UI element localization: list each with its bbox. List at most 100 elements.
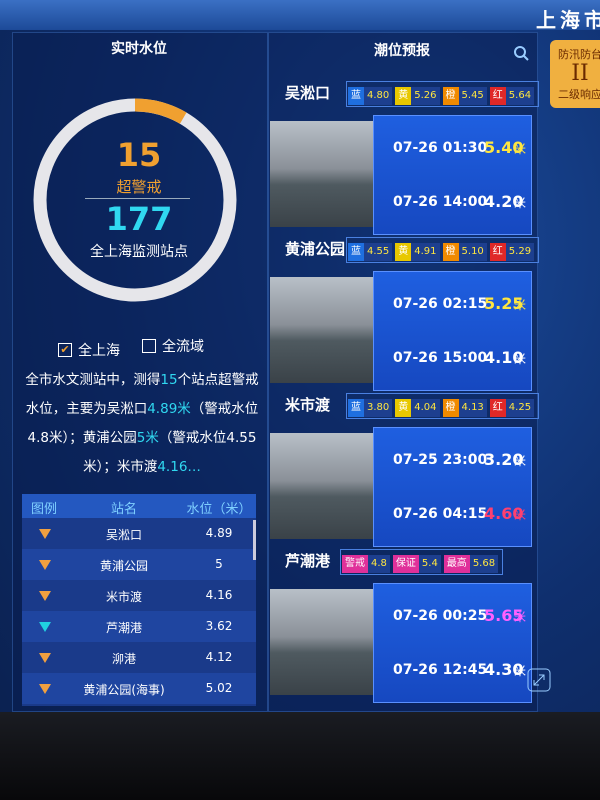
threshold-label: 保证 <box>392 555 419 573</box>
legend-triangle <box>39 591 51 601</box>
checkbox: ✔ <box>58 343 72 357</box>
gauge <box>33 98 237 302</box>
forecast-unit: 米 <box>514 454 527 468</box>
forecast-unit: 米 <box>514 196 527 210</box>
camera-feed <box>270 433 373 539</box>
threshold-value: 3.80 <box>364 399 393 417</box>
legend-icon <box>39 653 51 663</box>
threshold-label: 橙 <box>442 243 459 261</box>
forecast-time: 07-26 00:25 <box>393 608 488 624</box>
gauge-divider <box>85 198 190 199</box>
threshold: 警戒 4.8 <box>342 555 390 573</box>
station-name: 芦潮港 <box>105 621 142 635</box>
header-cell: 水位（米） <box>186 502 252 517</box>
search-icon[interactable] <box>512 44 530 62</box>
filter-option[interactable]: 全流域 <box>142 336 204 356</box>
forecast-unit: 米 <box>514 610 527 624</box>
threshold-value: 4.04 <box>411 399 440 417</box>
legend-icon <box>39 684 51 694</box>
legend-icon <box>39 591 51 601</box>
legend-icon <box>39 622 51 632</box>
camera-feed <box>270 277 373 383</box>
summary-text: 4.89米 <box>147 401 191 417</box>
legend-triangle <box>39 684 51 694</box>
forecast-time: 07-26 01:30 <box>393 140 488 156</box>
threshold-value: 5.45 <box>458 87 487 105</box>
threshold-label: 黄 <box>395 243 412 261</box>
threshold-row: 蓝 4.80 黄 5.26 橙 5.45 红 5.64 <box>346 81 540 107</box>
threshold: 蓝 3.80 <box>348 399 393 417</box>
forecast-time: 07-26 15:00 <box>393 350 488 366</box>
legend-icon <box>39 529 51 539</box>
legend-triangle <box>39 529 51 539</box>
threshold-label: 黄 <box>395 87 412 105</box>
station-level: 4.12 <box>205 650 233 664</box>
threshold: 黄 5.26 <box>395 87 440 105</box>
threshold-row: 蓝 4.55 黄 4.91 橙 5.10 红 5.29 <box>346 237 540 263</box>
station-name: 黄浦公园(海事) <box>83 683 165 697</box>
station-name: 吴淞口 <box>105 528 142 542</box>
forecast-box <box>373 427 532 547</box>
threshold: 橙 5.10 <box>442 243 487 261</box>
summary-text: 5米 <box>136 430 159 446</box>
station-title: 芦潮港 <box>285 552 331 570</box>
left-title: 实时水位 <box>111 41 167 57</box>
threshold: 蓝 4.55 <box>348 243 393 261</box>
threshold: 红 4.25 <box>489 399 535 417</box>
filter-label: 全流域 <box>162 339 204 355</box>
station-level: 3.62 <box>205 619 233 633</box>
header-cell: 站名 <box>110 502 137 517</box>
badge-level: II <box>571 61 589 86</box>
legend-icon <box>39 560 51 570</box>
filter-option[interactable]: ✔ 全上海 <box>58 340 120 360</box>
station-level: 4.89 <box>205 526 233 540</box>
threshold-value: 5.68 <box>469 555 499 573</box>
region-title: 上海市 <box>536 8 600 32</box>
threshold-value: 4.25 <box>505 399 535 417</box>
threshold-label: 橙 <box>442 399 459 417</box>
threshold-value: 4.13 <box>458 399 487 417</box>
forecast-value: 4.60 <box>484 504 524 523</box>
forecast-unit: 米 <box>514 352 527 366</box>
forecast-value: 5.25 <box>484 294 524 313</box>
threshold-value: 5.29 <box>505 243 535 261</box>
forecast-value: 4.30 <box>484 660 524 679</box>
forecast-time: 07-25 23:00 <box>393 452 488 468</box>
threshold-label: 橙 <box>442 87 459 105</box>
threshold: 黄 4.04 <box>395 399 440 417</box>
forecast-value: 3.20 <box>484 450 524 469</box>
threshold-label: 红 <box>489 87 506 105</box>
summary-text: 全市水文测站中，测得 <box>25 372 161 388</box>
forecast-box <box>373 115 532 235</box>
monitor-bezel <box>0 712 600 800</box>
summary-text: 4.16… <box>157 459 201 475</box>
total-label: 全上海监测站点 <box>90 244 188 260</box>
table-row: 芦潮港 3.62 <box>22 611 256 642</box>
badge-top: 防汛防台 <box>558 48 600 61</box>
threshold: 橙 5.45 <box>442 87 487 105</box>
alert-count: 15 <box>116 136 162 174</box>
station-level: 5.02 <box>205 681 233 695</box>
table-row: 吴淞口 4.89 <box>22 518 256 549</box>
station-name: 米市渡 <box>105 590 142 604</box>
threshold-label: 黄 <box>395 399 412 417</box>
threshold-label: 蓝 <box>348 243 364 261</box>
table-row: 米市渡 4.16 <box>22 580 256 611</box>
forecast-value: 5.40 <box>484 138 524 157</box>
expand-icon[interactable] <box>527 668 551 692</box>
top-bar <box>0 0 600 30</box>
threshold: 红 5.64 <box>489 87 535 105</box>
response-badge: 防汛防台 II 二级响应 <box>550 40 600 108</box>
forecast-unit: 米 <box>514 508 527 522</box>
forecast-time: 07-26 04:15 <box>393 506 488 522</box>
table-row: 泖港 4.12 <box>22 642 256 673</box>
threshold-label: 红 <box>489 243 506 261</box>
alert-label: 超警戒 <box>116 178 162 196</box>
forecast-box <box>373 271 532 391</box>
threshold: 最高 5.68 <box>443 555 499 573</box>
badge-bottom: 二级响应 <box>558 88 600 101</box>
header-cell: 图例 <box>30 502 57 517</box>
threshold: 黄 4.91 <box>395 243 440 261</box>
threshold-value: 5.4 <box>418 555 441 573</box>
